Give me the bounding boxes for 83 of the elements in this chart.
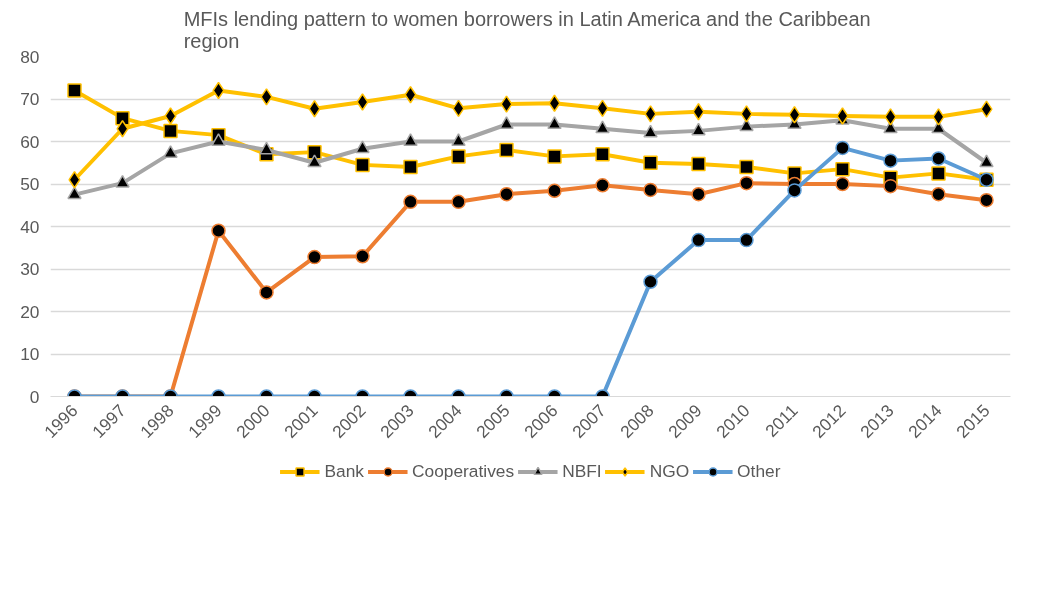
y-tick-label: 60 (20, 131, 40, 152)
point (548, 94, 561, 112)
point (403, 194, 418, 210)
point (500, 95, 513, 113)
point (164, 107, 177, 125)
legend-label: Cooperatives (412, 460, 515, 482)
point (739, 175, 754, 191)
point (307, 154, 322, 168)
point (356, 93, 369, 111)
point (691, 232, 706, 248)
point (979, 154, 994, 168)
point (931, 151, 946, 166)
y-tick-label: 50 (20, 174, 40, 194)
point (355, 140, 370, 154)
legend-label: Other (737, 460, 781, 482)
point (692, 103, 705, 121)
point (932, 108, 945, 126)
point (739, 232, 754, 248)
point (835, 176, 850, 192)
legend-label: Bank (324, 460, 365, 482)
point (547, 116, 562, 129)
point (259, 285, 274, 300)
point (979, 192, 994, 208)
legend-label: NGO (649, 460, 690, 482)
point (740, 105, 753, 123)
point (499, 186, 514, 202)
point (691, 122, 706, 136)
chart-title: MFIs lending pattern to women borrowers in Latin America and the Caribbean region (183, 7, 871, 52)
point (643, 124, 658, 138)
point (308, 100, 321, 118)
point (836, 107, 849, 125)
point (595, 120, 610, 134)
point (931, 166, 946, 181)
point (980, 100, 993, 118)
y-tick-label: 10 (20, 344, 40, 364)
point (595, 178, 610, 193)
point (643, 155, 658, 170)
point (211, 223, 226, 238)
point (355, 157, 370, 173)
point (259, 141, 274, 155)
point (355, 249, 370, 264)
point (547, 149, 562, 164)
y-tick-label: 0 (29, 386, 40, 407)
point (643, 274, 658, 289)
point (835, 140, 850, 156)
y-tick-label: 30 (20, 259, 40, 279)
point (931, 186, 946, 202)
point (307, 249, 322, 265)
point (451, 149, 466, 164)
point (643, 182, 658, 198)
point (739, 159, 754, 175)
point (68, 171, 81, 189)
point (883, 153, 898, 168)
point (691, 186, 706, 202)
point (67, 83, 82, 98)
y-tick-label: 40 (20, 216, 40, 237)
point (307, 144, 322, 160)
point (644, 105, 657, 123)
point (67, 186, 82, 200)
point (403, 159, 418, 175)
point (451, 133, 466, 146)
point (787, 183, 802, 198)
point (403, 133, 418, 146)
point (163, 123, 178, 139)
point (499, 116, 514, 129)
point (547, 183, 562, 199)
point (163, 145, 178, 158)
point (884, 108, 897, 126)
point (260, 88, 273, 106)
y-tick-label: 20 (20, 301, 40, 322)
point (883, 178, 898, 194)
point (499, 142, 514, 158)
point (404, 86, 417, 104)
legend-label: NBFI (562, 460, 602, 482)
point (115, 174, 130, 188)
y-tick-label: 70 (20, 89, 40, 109)
point (691, 156, 706, 172)
y-tick-label: 80 (20, 46, 40, 67)
point (211, 133, 226, 146)
point (835, 161, 850, 177)
point (116, 120, 129, 138)
point (451, 194, 466, 210)
point (595, 147, 610, 162)
